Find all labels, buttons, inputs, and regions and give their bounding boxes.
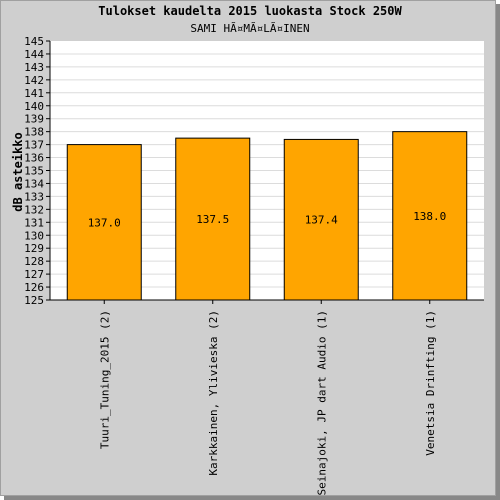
chart-subtitle: SAMI HÃ¤MÃ¤LÃ¤INEN: [190, 22, 309, 35]
bar-value-label: 137.4: [305, 214, 338, 227]
bar: [66, 144, 142, 301]
y-tick-label: 143: [24, 61, 44, 74]
y-tick-label: 129: [24, 242, 44, 255]
bar-value-label: 137.0: [88, 216, 121, 229]
chart-title: Tulokset kaudelta 2015 luokasta Stock 25…: [98, 4, 402, 18]
y-tick-label: 128: [24, 255, 44, 268]
y-tick-label: 130: [24, 229, 44, 242]
y-tick-label: 131: [24, 216, 44, 229]
y-tick-label: 145: [24, 35, 44, 48]
x-tick-label: Karkkainen, Ylivieska (2): [207, 310, 220, 476]
y-tick-label: 133: [24, 190, 44, 203]
y-tick-label: 141: [24, 87, 44, 100]
y-tick-label: 144: [24, 48, 44, 61]
bar: [175, 137, 251, 301]
y-tick-label: 136: [24, 152, 44, 165]
bars: 137.0 137.5 137.4 138.0: [66, 131, 468, 301]
y-axis-ticks: 1251261271281291301311321331341351361371…: [24, 35, 50, 307]
y-tick-label: 125: [24, 294, 44, 307]
bar-value-label: 138.0: [413, 210, 446, 223]
y-axis-label: dB asteikko: [11, 132, 25, 211]
y-tick-label: 140: [24, 100, 44, 113]
x-tick-label: Seinajoki, JP dart Audio (1): [315, 310, 328, 495]
y-tick-label: 142: [24, 74, 44, 87]
x-tick-label: Tuuri_Tuning_2015 (2): [98, 310, 111, 449]
y-tick-label: 137: [24, 139, 44, 152]
x-tick-label: Venetsia Drinfting (1): [424, 310, 437, 456]
bar: [283, 138, 359, 301]
frame-shadow-bottom: [4, 496, 500, 500]
bar-value-label: 137.5: [196, 213, 229, 226]
y-tick-label: 126: [24, 281, 44, 294]
y-tick-label: 132: [24, 203, 44, 216]
y-tick-label: 135: [24, 165, 44, 178]
x-axis-labels: Tuuri_Tuning_2015 (2) Karkkainen, Ylivies…: [98, 300, 437, 495]
y-tick-label: 139: [24, 113, 44, 126]
y-tick-label: 134: [24, 177, 44, 190]
frame-shadow-right: [496, 4, 500, 500]
y-tick-label: 138: [24, 126, 44, 139]
y-tick-label: 127: [24, 268, 44, 281]
